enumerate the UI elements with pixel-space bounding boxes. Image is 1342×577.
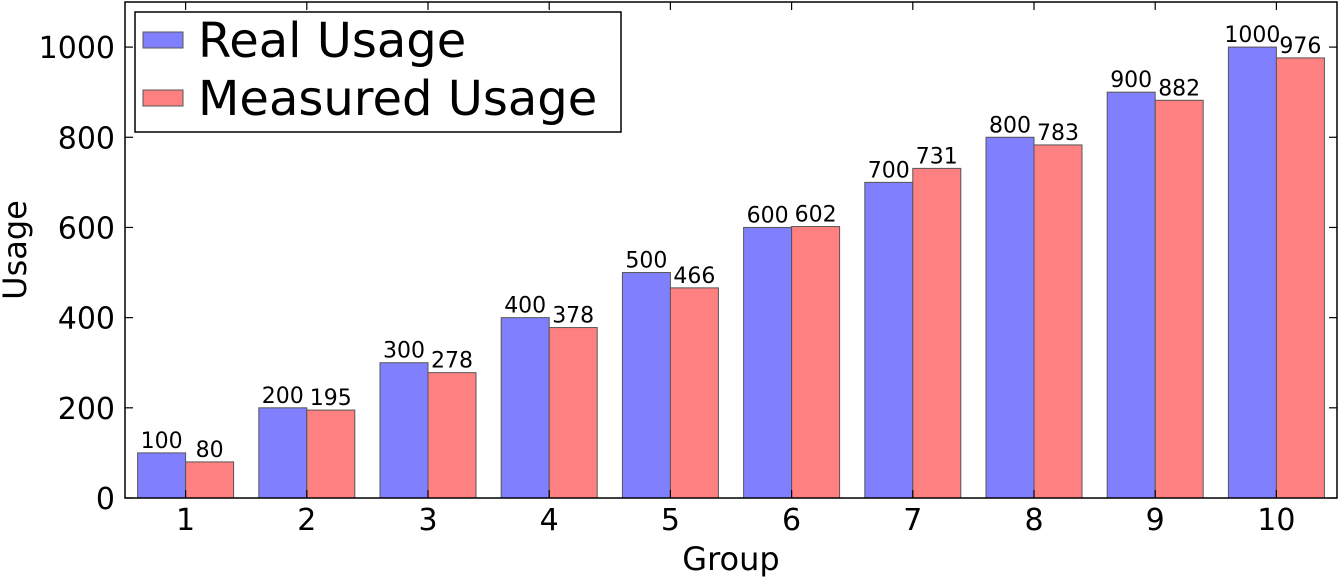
bars-layer (137, 46, 1325, 499)
x-tick-label-4: 4 (540, 503, 559, 538)
bar-value-label-real-usage-group-7: 700 (868, 158, 910, 183)
bar-measured-usage-group-10 (1275, 57, 1325, 499)
y-tick-label-600: 600 (58, 211, 115, 246)
x-tick-label-1: 1 (176, 503, 195, 538)
bar-value-label-real-usage-group-1: 100 (141, 429, 183, 454)
bar-value-label-real-usage-group-4: 400 (504, 294, 546, 319)
legend-swatch-measured-usage (142, 89, 184, 107)
bar-real-usage-group-7 (864, 181, 914, 499)
bar-value-label-measured-usage-group-2: 195 (310, 386, 352, 411)
bar-measured-usage-group-4 (548, 327, 598, 499)
bar-value-label-measured-usage-group-4: 378 (552, 304, 594, 329)
bar-value-label-measured-usage-group-6: 602 (795, 203, 837, 228)
bar-measured-usage-group-7 (912, 167, 962, 499)
x-tick-label-8: 8 (1024, 503, 1043, 538)
legend-swatch-real-usage (142, 31, 184, 49)
bar-real-usage-group-8 (985, 136, 1035, 499)
bar-measured-usage-group-6 (791, 226, 841, 499)
x-tick-label-2: 2 (297, 503, 316, 538)
legend: Real Usage Measured Usage (134, 11, 622, 133)
x-tick-label-5: 5 (661, 503, 680, 538)
bar-value-label-measured-usage-group-8: 783 (1037, 121, 1079, 146)
bar-real-usage-group-10 (1227, 46, 1277, 499)
plot-frame (124, 1, 1338, 499)
bar-real-usage-group-3 (379, 362, 429, 499)
x-tick-label-9: 9 (1146, 503, 1165, 538)
bar-value-label-real-usage-group-2: 200 (262, 384, 304, 409)
bar-real-usage-group-2 (258, 407, 308, 499)
bar-measured-usage-group-2 (306, 409, 356, 499)
bar-value-label-real-usage-group-10: 1000 (1224, 23, 1280, 48)
bar-value-label-measured-usage-group-1: 80 (196, 438, 224, 463)
bar-measured-usage-group-1 (185, 461, 235, 499)
x-axis-label: Group (682, 540, 779, 577)
y-tick-label-400: 400 (58, 302, 115, 337)
bar-value-label-real-usage-group-5: 500 (625, 249, 667, 274)
bar-value-label-measured-usage-group-7: 731 (916, 144, 958, 169)
legend-entry-real-usage: Real Usage (198, 13, 466, 69)
y-tick-label-1000: 1000 (39, 31, 115, 66)
y-tick-label-200: 200 (58, 392, 115, 427)
bar-measured-usage-group-5 (669, 287, 719, 499)
y-tick-label-800: 800 (58, 121, 115, 156)
bar-real-usage-group-4 (500, 317, 550, 499)
bar-real-usage-group-9 (1106, 91, 1156, 499)
x-tick-label-3: 3 (418, 503, 437, 538)
bar-real-usage-group-6 (743, 226, 793, 499)
bar-value-label-measured-usage-group-9: 882 (1158, 76, 1200, 101)
x-tick-label-10: 10 (1257, 503, 1295, 538)
bar-value-label-real-usage-group-6: 600 (747, 203, 789, 228)
bar-value-label-real-usage-group-8: 800 (989, 113, 1031, 138)
y-axis-label: Usage (0, 200, 34, 300)
bar-real-usage-group-5 (621, 272, 671, 499)
bar-value-label-real-usage-group-3: 300 (383, 339, 425, 364)
bar-value-label-real-usage-group-9: 900 (1110, 68, 1152, 93)
legend-box (134, 11, 622, 133)
bar-value-label-measured-usage-group-3: 278 (431, 349, 473, 374)
legend-entry-measured-usage: Measured Usage (198, 71, 597, 127)
x-tick-label-6: 6 (782, 503, 801, 538)
y-tick-label-0: 0 (96, 482, 115, 517)
bar-measured-usage-group-3 (427, 372, 477, 499)
x-tick-label-7: 7 (903, 503, 922, 538)
bar-real-usage-group-1 (137, 452, 187, 499)
bar-measured-usage-group-9 (1154, 99, 1204, 499)
bar-value-label-measured-usage-group-10: 976 (1279, 34, 1321, 59)
bar-value-label-measured-usage-group-5: 466 (673, 264, 715, 289)
bar-measured-usage-group-8 (1033, 144, 1083, 499)
